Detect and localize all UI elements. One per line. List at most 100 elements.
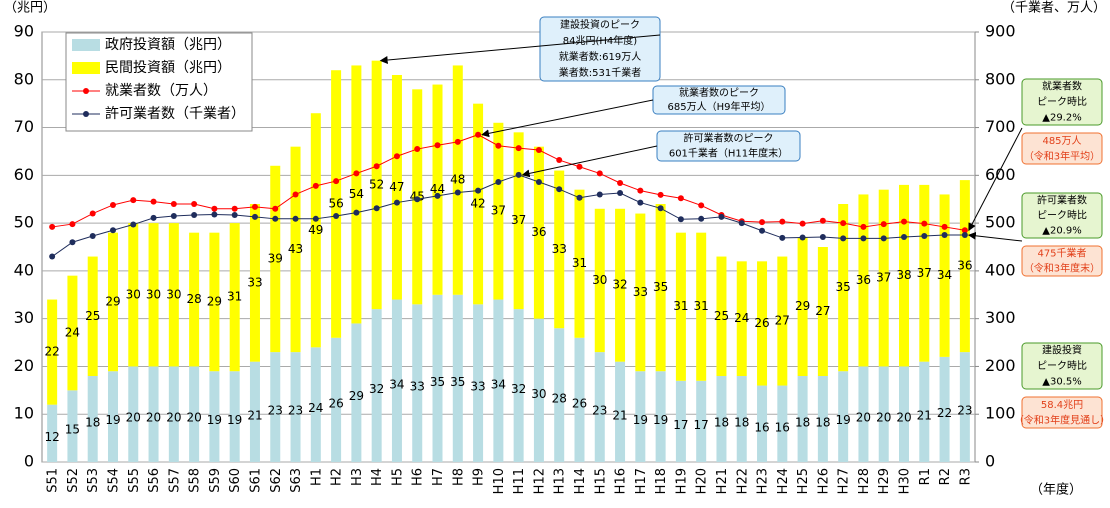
bar-segment bbox=[493, 299, 504, 462]
bar-segment bbox=[148, 366, 159, 462]
line-point bbox=[921, 233, 928, 240]
bar-segment bbox=[939, 194, 950, 357]
data-label: 35 bbox=[430, 375, 445, 389]
line-point bbox=[130, 197, 137, 204]
x-tick-label: H7 bbox=[431, 468, 446, 486]
callout-text: 就業者数:619万人 bbox=[559, 50, 641, 63]
callout-box bbox=[1021, 245, 1103, 277]
bar-segment bbox=[412, 304, 423, 462]
data-label: 49 bbox=[308, 223, 323, 237]
line-point bbox=[333, 178, 340, 185]
data-label: 12 bbox=[45, 430, 60, 444]
y2-tick-label: 800 bbox=[985, 69, 1016, 88]
data-label: 36 bbox=[856, 273, 871, 287]
data-label: 26 bbox=[572, 396, 587, 410]
line-point bbox=[89, 210, 96, 217]
line-point bbox=[840, 220, 847, 227]
data-label: 18 bbox=[85, 416, 100, 430]
x-tick-label: S51 bbox=[46, 468, 61, 493]
data-label: 47 bbox=[389, 180, 404, 194]
callout-text: ▲20.9% bbox=[1042, 226, 1081, 237]
x-tick-label: H25 bbox=[796, 468, 811, 494]
line-point bbox=[130, 221, 137, 228]
line-point bbox=[414, 196, 421, 203]
data-label: 29 bbox=[105, 294, 120, 308]
line-point bbox=[901, 218, 908, 225]
line-point bbox=[779, 218, 786, 225]
data-label: 20 bbox=[896, 411, 911, 425]
legend-label: 就業者数（万人） bbox=[105, 83, 217, 99]
line-point bbox=[191, 201, 198, 207]
data-label: 32 bbox=[612, 278, 627, 292]
bar-segment bbox=[554, 328, 565, 462]
callout-text: 許可業者数のピーク bbox=[684, 132, 774, 145]
data-label: 35 bbox=[450, 375, 465, 389]
x-tick-label: H26 bbox=[816, 468, 831, 494]
data-label: 30 bbox=[166, 287, 181, 301]
line-point bbox=[637, 187, 644, 194]
data-label: 38 bbox=[896, 268, 911, 282]
bar-segment bbox=[655, 371, 666, 462]
line-point bbox=[901, 233, 908, 240]
callout-arrow bbox=[521, 145, 658, 178]
line-point bbox=[333, 212, 340, 219]
y-tick-label: 10 bbox=[14, 404, 34, 423]
data-label: 52 bbox=[369, 177, 384, 191]
bar-segment bbox=[331, 70, 342, 338]
y-tick-label: 20 bbox=[14, 356, 34, 375]
bar-segment bbox=[351, 65, 362, 324]
data-label: 36 bbox=[957, 259, 972, 273]
data-label: 19 bbox=[227, 413, 242, 427]
data-label: 18 bbox=[734, 416, 749, 430]
callout-text: 就業者数のピーク bbox=[679, 86, 759, 99]
data-label: 30 bbox=[531, 387, 546, 401]
line-point bbox=[211, 205, 218, 212]
line-point bbox=[596, 170, 603, 177]
line-point bbox=[191, 211, 198, 218]
bar-segment bbox=[797, 237, 808, 376]
y2-tick-label: 700 bbox=[985, 117, 1016, 136]
line-point bbox=[556, 186, 563, 193]
line-point bbox=[698, 215, 705, 222]
data-label: 21 bbox=[247, 408, 262, 422]
line-point bbox=[677, 195, 684, 202]
bar-segment bbox=[858, 194, 869, 367]
bar-segment bbox=[128, 223, 139, 367]
bar-segment bbox=[736, 261, 747, 376]
data-label: 33 bbox=[247, 275, 262, 289]
line-point bbox=[475, 187, 482, 194]
line-point bbox=[170, 201, 177, 207]
bar-segment bbox=[899, 184, 910, 367]
line-point bbox=[454, 138, 461, 145]
data-label: 33 bbox=[470, 380, 485, 394]
data-label: 20 bbox=[876, 411, 891, 425]
bar-segment bbox=[817, 376, 828, 462]
data-label: 26 bbox=[328, 396, 343, 410]
callout-arrow bbox=[379, 34, 661, 65]
line-point bbox=[738, 220, 745, 227]
bar-segment bbox=[817, 247, 828, 376]
callout-text: 許可業者数 bbox=[1037, 194, 1087, 207]
data-label: 36 bbox=[531, 225, 546, 239]
x-tick-label: H1 bbox=[309, 468, 324, 486]
bar-segment bbox=[533, 146, 544, 319]
line-point bbox=[109, 227, 116, 234]
data-label: 37 bbox=[876, 271, 891, 285]
line-point bbox=[880, 221, 887, 228]
bar-segment bbox=[189, 366, 200, 462]
x-tick-label: H12 bbox=[532, 468, 547, 494]
x-tick-label: R2 bbox=[938, 468, 953, 485]
data-label: 44 bbox=[430, 182, 445, 196]
x-tick-label: H27 bbox=[837, 468, 852, 494]
line-point bbox=[89, 233, 96, 240]
y2-tick-label: 100 bbox=[985, 404, 1016, 423]
data-label: 20 bbox=[146, 411, 161, 425]
line-point bbox=[535, 179, 542, 186]
data-label: 25 bbox=[85, 309, 100, 323]
legend-label: 民間投資額（兆円） bbox=[105, 60, 231, 76]
line-point bbox=[69, 239, 76, 246]
data-label: 35 bbox=[836, 280, 851, 294]
data-label: 37 bbox=[917, 266, 932, 280]
line-point bbox=[251, 213, 258, 220]
data-label: 39 bbox=[268, 251, 283, 265]
